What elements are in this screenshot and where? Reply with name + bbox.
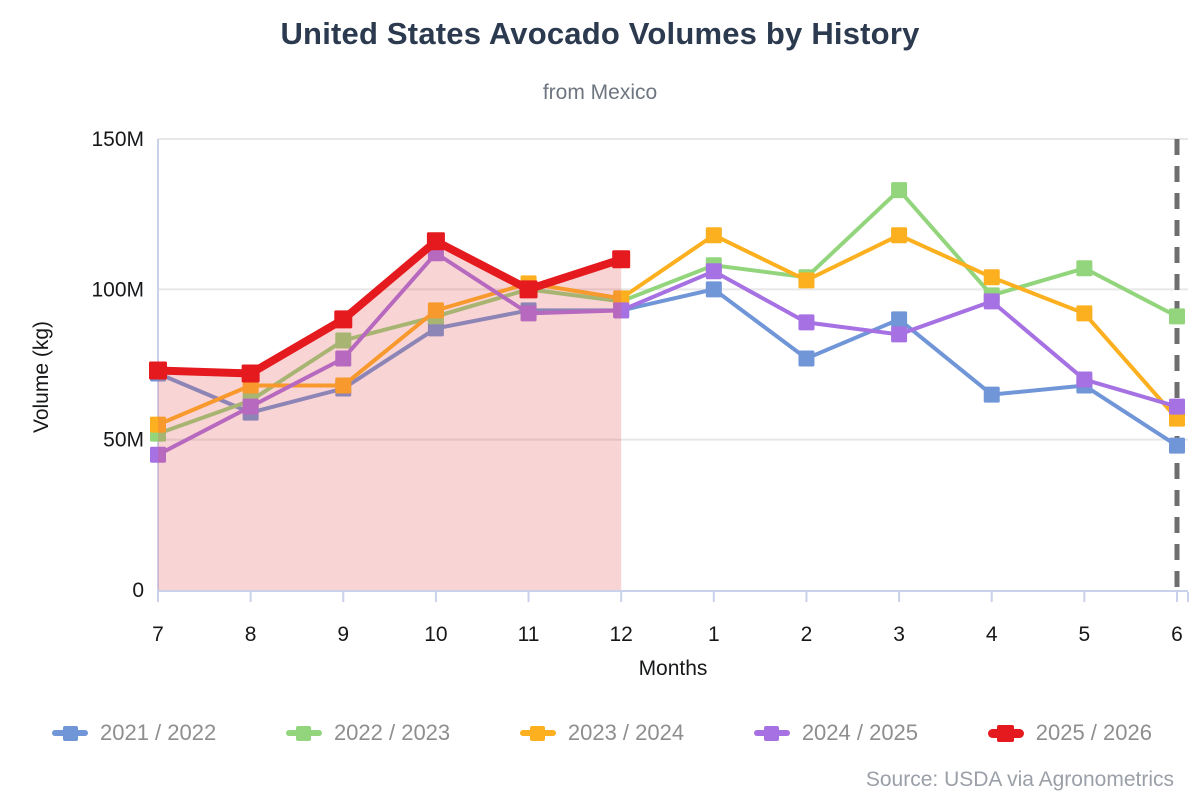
x-tick-label-1: 1 [708, 623, 720, 646]
point-2021-2022-m10 [427, 320, 444, 337]
point-2024-2025-m5 [1076, 371, 1093, 388]
x-tick-label-12: 12 [610, 623, 633, 646]
point-2024-2025-m2 [798, 314, 815, 331]
legend-label: 2022 / 2023 [333, 720, 451, 745]
x-tick-label-10: 10 [424, 623, 447, 646]
point-2021-2022-m6 [1169, 437, 1185, 454]
point-2024-2025-m8 [242, 398, 259, 415]
point-2024-2025-m12 [613, 302, 630, 319]
point-2021-2022-m3 [891, 311, 908, 328]
x-tick-label-7: 7 [152, 623, 164, 646]
x-tick-label-8: 8 [245, 623, 257, 646]
point-2024-2025-m7 [150, 446, 166, 463]
point-2025-2026-m7 [149, 361, 167, 380]
y-tick-label-100M: 100M [91, 278, 144, 301]
point-2024-2025-m11 [520, 305, 537, 322]
legend-item-2025-2026[interactable]: 2025 / 2026 [987, 720, 1152, 746]
season-highlight-area [158, 241, 622, 590]
y-axis-title: Volume (kg) [30, 320, 53, 434]
point-2023-2024-m2 [798, 272, 815, 289]
legend-item-2024-2025[interactable]: 2024 / 2025 [753, 720, 919, 746]
point-2024-2025-m9 [335, 350, 352, 367]
point-2024-2025-m3 [891, 326, 908, 343]
x-tick-label-5: 5 [1079, 623, 1091, 646]
point-2023-2024-m7 [150, 416, 166, 433]
series-line-2024-2025 [157, 250, 1178, 457]
x-tick-label-2: 2 [801, 623, 813, 646]
point-2023-2024-m12 [613, 290, 630, 307]
point-2025-2026-m12 [612, 250, 631, 269]
point-2024-2025-m4 [983, 293, 1000, 310]
series-line-2025-2026 [157, 236, 623, 378]
chart-title: United States Avocado Volumes by History [280, 16, 920, 51]
legend-label: 2024 / 2025 [801, 720, 919, 745]
point-2023-2024-m6 [1169, 410, 1185, 427]
x-tick-label-6: 6 [1171, 623, 1183, 646]
series-line-2022-2023 [157, 187, 1178, 436]
point-2022-2023-m3 [891, 182, 908, 199]
point-2025-2026-m11 [519, 280, 538, 299]
source-attribution: Source: USDA via Agronometrics [865, 768, 1174, 791]
series-line-2021-2022 [157, 287, 1179, 448]
x-axis-title: Months [638, 657, 708, 680]
legend-line-marker-icon [52, 722, 88, 744]
legend-item-2023-2024[interactable]: 2023 / 2024 [519, 720, 685, 746]
y-tick-label-0: 0 [132, 579, 144, 602]
point-2022-2023-m5 [1076, 260, 1093, 277]
y-tick-label-50M: 50M [103, 429, 144, 452]
point-2023-2024-m4 [983, 269, 1000, 286]
point-2025-2026-m8 [241, 364, 260, 383]
legend-line-marker-icon [987, 722, 1024, 744]
point-2023-2024-m10 [427, 302, 444, 319]
point-2024-2025-m6 [1169, 398, 1185, 415]
legend-label: 2021 / 2022 [100, 720, 217, 745]
point-2021-2022-m1 [705, 281, 722, 298]
series-line-2023-2024 [157, 232, 1179, 427]
x-tick-label-4: 4 [986, 623, 998, 646]
point-2021-2022-m4 [983, 386, 1000, 403]
legend-label: 2025 / 2026 [1035, 720, 1152, 745]
chart-legend: 2021 / 2022 2022 / 2023 2023 / 2024 2024 / … [0, 720, 1200, 746]
legend-line-marker-icon [285, 722, 322, 744]
x-tick-label-9: 9 [337, 623, 349, 646]
point-2023-2024-m5 [1076, 305, 1093, 322]
x-tick-label-3: 3 [893, 623, 905, 646]
chart-subtitle: from Mexico [542, 81, 658, 104]
point-2023-2024-m1 [705, 227, 722, 244]
point-2024-2025-m1 [705, 263, 722, 280]
legend-item-2021-2022[interactable]: 2021 / 2022 [52, 720, 216, 746]
x-tick-label-11: 11 [518, 623, 540, 646]
point-2022-2023-m9 [335, 332, 352, 349]
point-2021-2022-m2 [798, 350, 815, 367]
point-2023-2024-m9 [335, 377, 352, 394]
legend-item-2022-2023[interactable]: 2022 / 2023 [285, 720, 451, 746]
point-2025-2026-m9 [334, 310, 353, 329]
legend-line-marker-icon [519, 722, 556, 744]
legend-line-marker-icon [753, 722, 790, 744]
point-2025-2026-m10 [426, 232, 445, 251]
point-2022-2023-m6 [1169, 308, 1185, 325]
point-2023-2024-m3 [891, 227, 908, 244]
legend-label: 2023 / 2024 [567, 720, 685, 745]
y-tick-label-150M: 150M [91, 128, 144, 151]
